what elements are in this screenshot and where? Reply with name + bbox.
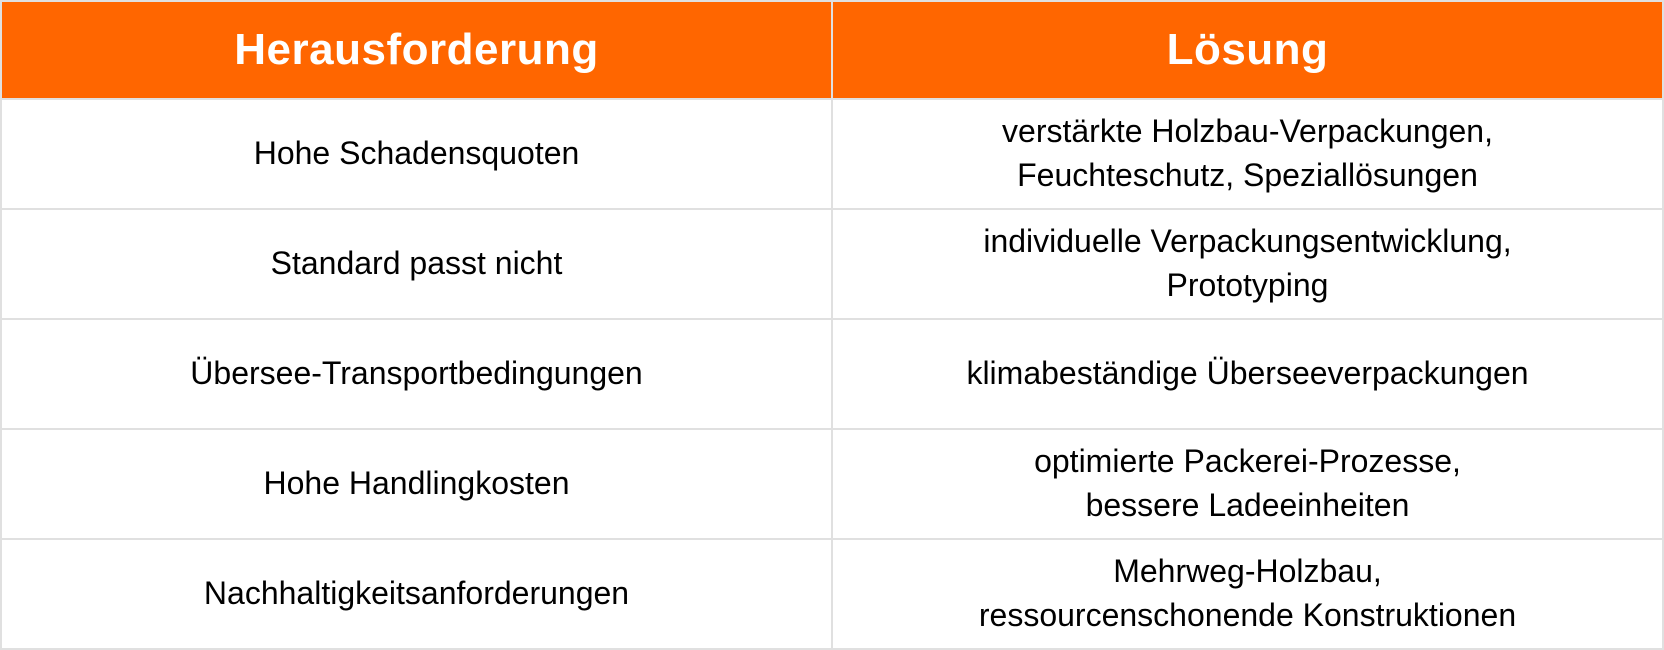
challenge-cell: Hohe Handlingkosten xyxy=(2,430,833,538)
challenge-cell: Standard passt nicht xyxy=(2,210,833,318)
solution-cell: verstärkte Holzbau-Verpackungen, Feuchte… xyxy=(1002,113,1493,193)
table-row-4: Hohe Handlingkosten optimierte Packerei-… xyxy=(2,428,1662,538)
challenge-cell: Hohe Schadensquoten xyxy=(2,100,833,208)
table-row-5: Nachhaltigkeitsanforderungen Mehrweg-Hol… xyxy=(2,538,1662,648)
table-row-2: Standard passt nicht individuelle Verpac… xyxy=(2,208,1662,318)
solution-cell: Mehrweg-Holzbau, ressourcenschonende Kon… xyxy=(978,553,1517,633)
solution-cell: individuelle Verpackungsentwicklung, Pro… xyxy=(983,223,1512,303)
table-row-3: Übersee-Transportbedingungen klimabestän… xyxy=(2,318,1662,428)
table-header-row: Herausforderung Lösung xyxy=(2,2,1662,98)
header-cell-challenge: Herausforderung xyxy=(2,2,833,98)
table-row-1: Hohe Schadensquoten verstärkte Holzbau-V… xyxy=(2,98,1662,208)
header-cell-solution: Lösung xyxy=(833,2,1662,98)
solution-cell: klimabeständige Überseeverpackungen xyxy=(966,355,1529,392)
challenge-cell: Übersee-Transportbedingungen xyxy=(2,320,833,428)
solution-cell: optimierte Packerei-Prozesse, bessere La… xyxy=(1034,443,1461,523)
challenge-cell: Nachhaltigkeitsanforderungen xyxy=(2,540,833,648)
